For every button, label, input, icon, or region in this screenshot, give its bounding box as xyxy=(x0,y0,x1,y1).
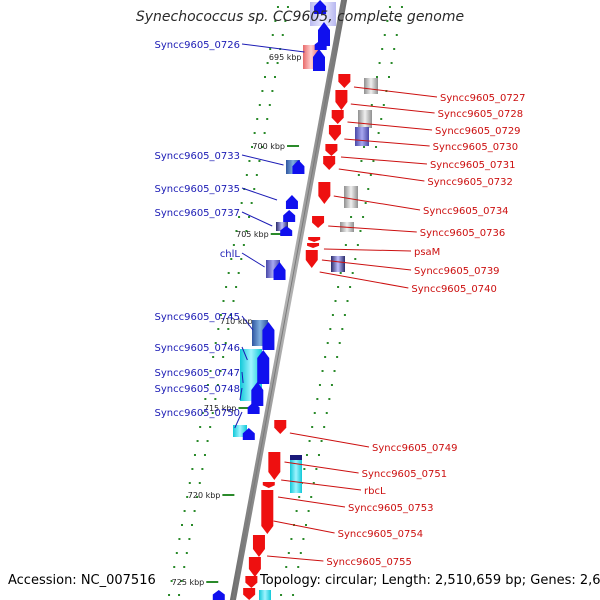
reverse-gene-label: Syncc9605_0734 xyxy=(423,206,509,217)
reverse-gene-arrow xyxy=(274,420,287,434)
accession-text: Accession: NC_007516 xyxy=(8,573,156,588)
forward-gene-label: Syncc9605_0726 xyxy=(155,40,241,51)
forward-gene-arrow xyxy=(212,590,225,600)
reverse-gene-arrow xyxy=(261,490,274,534)
gene-arrows xyxy=(212,0,351,600)
forward-gene-arrow xyxy=(262,322,275,350)
forward-gene-arrow xyxy=(285,195,298,209)
reverse-gene-arrow xyxy=(318,182,331,204)
reverse-gene-arrow xyxy=(245,576,258,588)
forward-gene-label: Syncc9605_0748 xyxy=(155,384,241,395)
reverse-gene-arrow xyxy=(338,74,351,88)
forward-gene-arrow xyxy=(314,0,327,14)
reverse-gene-arrow xyxy=(243,588,256,600)
forward-gene-label: Syncc9605_0750 xyxy=(155,408,241,419)
forward-gene-arrow xyxy=(251,382,264,406)
reverse-gene-label: Syncc9605_0729 xyxy=(435,126,521,137)
reverse-gene-arrow xyxy=(248,557,261,577)
reverse-gene-label: Syncc9605_0755 xyxy=(326,557,412,568)
reverse-gene-arrow xyxy=(312,216,325,228)
kbp-tick-label: 725 kbp xyxy=(172,578,205,587)
reverse-gene-label: Syncc9605_0732 xyxy=(427,177,513,188)
reverse-gene-arrow xyxy=(331,110,344,124)
reverse-gene-arrow xyxy=(305,250,318,268)
genome-title: Synechococcus sp. CC9605, complete genom… xyxy=(135,9,465,25)
reverse-gene-arrow xyxy=(268,452,281,480)
forward-gene-label: Syncc9605_0745 xyxy=(155,312,241,323)
reverse-gene-arrow xyxy=(262,482,275,488)
reverse-gene-label: Syncc9605_0753 xyxy=(348,503,434,514)
reverse-gene-label: Syncc9605_0736 xyxy=(420,228,506,239)
forward-gene-label: Syncc9605_0733 xyxy=(155,151,241,162)
kbp-tick-label: 700 kbp xyxy=(252,142,285,151)
forward-gene-arrow xyxy=(314,40,327,50)
topology-text: Topology: circular; Length: 2,510,659 bp… xyxy=(260,573,600,588)
reverse-gene-arrow xyxy=(325,144,338,156)
forward-gene-arrow xyxy=(312,49,325,71)
reverse-gene-label: Syncc9605_0751 xyxy=(362,469,448,480)
forward-gene-arrow xyxy=(292,160,305,174)
reverse-gene-label: Syncc9605_0727 xyxy=(440,93,526,104)
forward-gene-arrow xyxy=(257,350,270,384)
kbp-tick-label: 695 kbp xyxy=(269,53,302,62)
reverse-gene-label: Syncc9605_0730 xyxy=(433,142,519,153)
forward-gene-arrow xyxy=(280,226,293,236)
forward-gene-arrow xyxy=(283,210,296,222)
reverse-gene-label: rbcL xyxy=(364,486,386,497)
kbp-tick-label: 705 kbp xyxy=(236,230,269,239)
forward-gene-label: Syncc9605_0746 xyxy=(155,343,241,354)
forward-gene-label: Syncc9605_0747 xyxy=(155,368,241,379)
reverse-gene-label: Syncc9605_0728 xyxy=(438,109,523,120)
kbp-tick-label: 720 kbp xyxy=(188,491,221,500)
forward-gene-label: Syncc9605_0737 xyxy=(155,208,241,219)
forward-gene-arrow xyxy=(242,428,255,440)
kbp-tick-label: 715 kbp xyxy=(204,404,237,413)
reverse-gene-arrow xyxy=(328,125,341,141)
gene-labels: Syncc9605_0726 Syncc9605_0733 Syncc9605_07… xyxy=(155,40,526,568)
reverse-gene-arrow xyxy=(307,243,320,248)
kbp-tick-label: 710 kbp xyxy=(220,317,253,326)
forward-gene-label: chlL xyxy=(220,249,241,260)
forward-gene-arrow xyxy=(317,22,330,46)
forward-gene-arrow xyxy=(273,262,286,280)
forward-gene-arrow xyxy=(247,402,260,414)
reverse-gene-label: Syncc9605_0754 xyxy=(338,529,424,540)
genome-backbone xyxy=(229,0,348,600)
reverse-gene-arrow xyxy=(335,90,348,110)
reverse-gene-arrow xyxy=(308,237,321,242)
reverse-gene-label: Syncc9605_0731 xyxy=(430,160,516,171)
reverse-gene-label: Syncc9605_0749 xyxy=(372,443,458,454)
gc-content-track xyxy=(168,6,403,596)
forward-gene-label: Syncc9605_0735 xyxy=(155,184,241,195)
reverse-gene-label: Syncc9605_0739 xyxy=(414,266,500,277)
reverse-gene-label: psaM xyxy=(414,247,440,258)
reverse-gene-label: Syncc9605_0740 xyxy=(411,284,497,295)
reverse-gene-arrow xyxy=(323,156,336,170)
reverse-gene-arrow xyxy=(252,535,265,557)
